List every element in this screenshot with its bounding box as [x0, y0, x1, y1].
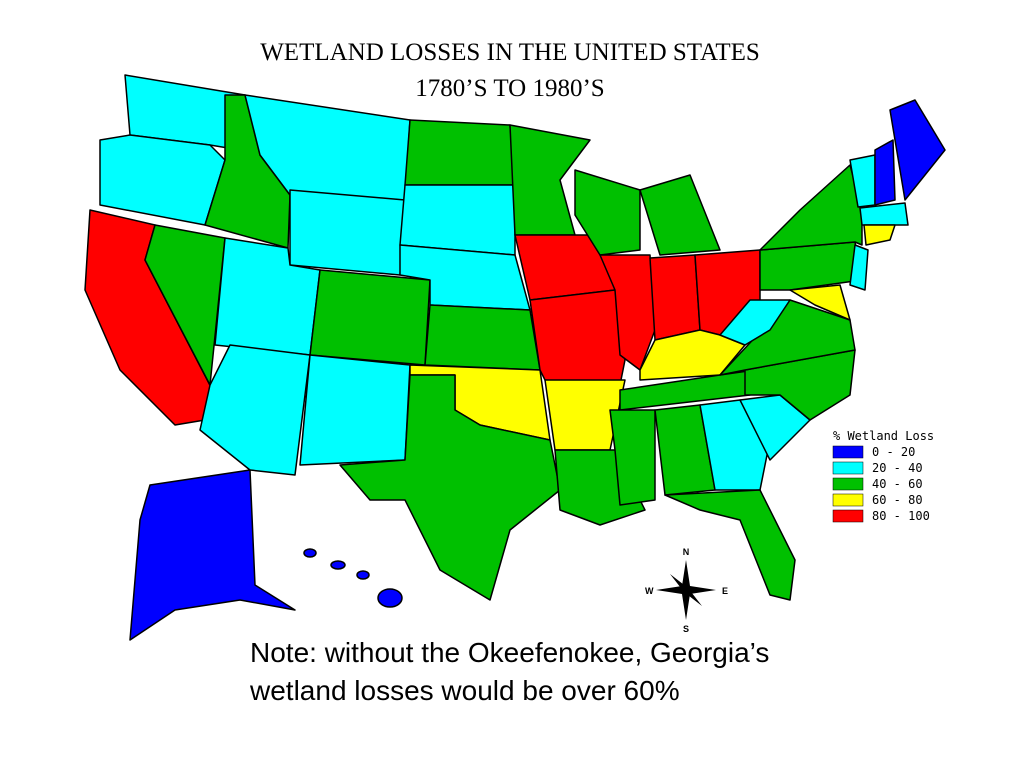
state: [719, 299, 791, 346]
state: [649, 254, 701, 341]
state: [639, 174, 721, 256]
state: [309, 269, 431, 366]
note-line: wetland losses would be over 60%: [249, 675, 680, 706]
title-line: WETLAND LOSSES IN THE UNITED STATES: [260, 39, 760, 66]
compass-rose: [670, 574, 702, 606]
legend-label: 80 - 100: [872, 509, 930, 523]
state: [356, 570, 370, 580]
legend-swatch: [832, 461, 864, 475]
title-line: 1780’S TO 1980’S: [415, 75, 604, 102]
state: [129, 469, 296, 641]
state: [404, 119, 516, 186]
state: [574, 169, 641, 256]
state: [424, 304, 541, 371]
state: [789, 284, 851, 321]
legend-swatch: [832, 509, 864, 523]
legend-label: 60 - 80: [872, 493, 923, 507]
legend-label: 40 - 60: [872, 477, 923, 491]
compass-label: N: [683, 547, 690, 557]
legend: % Wetland Loss 0 - 20 20 - 40 40 - 60 60 - …: [832, 429, 934, 523]
legend-label: 20 - 40: [872, 461, 923, 475]
state: [303, 548, 317, 558]
state: [889, 99, 946, 201]
legend-label: 0 - 20: [872, 445, 915, 459]
state: [849, 244, 869, 291]
state: [199, 344, 311, 476]
compass-label: S: [683, 624, 689, 634]
state: [529, 289, 626, 386]
legend-swatch: [832, 493, 864, 507]
legend-swatch: [832, 477, 864, 491]
state: [399, 184, 516, 256]
compass-label: W: [645, 586, 654, 596]
state: [99, 134, 226, 226]
state: [299, 354, 411, 466]
state: [289, 189, 406, 276]
compass: N E S W: [645, 547, 728, 634]
compass-label: E: [722, 586, 728, 596]
state: [874, 139, 896, 206]
state: [377, 588, 403, 608]
state: [859, 202, 909, 226]
state: [609, 409, 656, 506]
state: [863, 224, 896, 246]
us-map: [84, 74, 946, 641]
state: [509, 124, 591, 236]
state: [759, 164, 863, 251]
note-line: Note: without the Okeefenokee, Georgia’s: [250, 637, 769, 668]
legend-swatch: [832, 445, 864, 459]
state: [664, 489, 796, 601]
legend-title: % Wetland Loss: [833, 429, 934, 443]
state: [339, 374, 561, 601]
state: [330, 560, 346, 570]
